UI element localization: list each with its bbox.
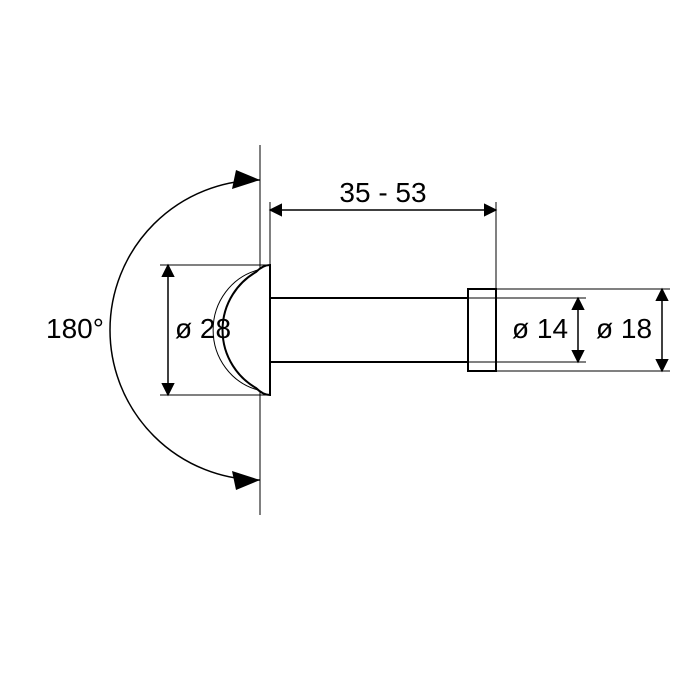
flange	[468, 289, 496, 371]
arc-label: 180°	[46, 313, 104, 344]
arc-arrow-bottom	[232, 471, 260, 490]
lens-diam-label: ø 28	[175, 313, 231, 344]
barrel	[270, 298, 468, 362]
barrel-diam-label: ø 14	[512, 313, 568, 344]
arc-arrow-top	[232, 170, 260, 189]
flange-diam-label: ø 18	[596, 313, 652, 344]
length-label: 35 - 53	[339, 177, 426, 208]
dimension-diagram: 180° ø 28 35 - 53 ø 14 ø 18	[0, 0, 696, 696]
